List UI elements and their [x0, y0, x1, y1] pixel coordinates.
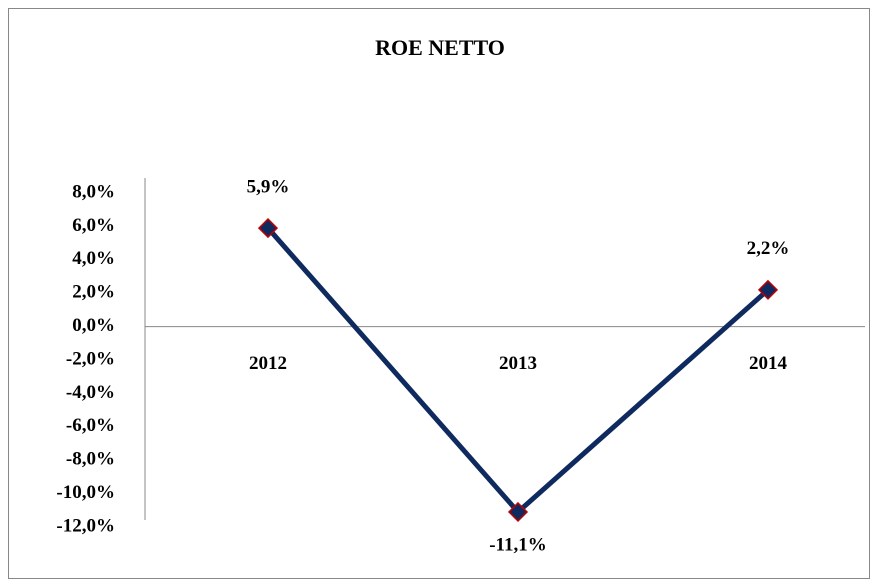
y-tick-label: -4,0%	[66, 382, 115, 403]
y-tick-label: -12,0%	[56, 515, 115, 536]
y-tick-label: 4,0%	[72, 248, 115, 269]
y-tick-label: 2,0%	[72, 282, 115, 303]
y-tick-label: -6,0%	[66, 415, 115, 436]
y-tick-label: 6,0%	[72, 215, 115, 236]
marker	[757, 279, 779, 300]
y-tick-label: -8,0%	[66, 449, 115, 470]
y-tick-label: -10,0%	[56, 482, 115, 503]
x-tick-label: 2012	[249, 353, 287, 374]
data-label: 5,9%	[247, 176, 290, 197]
x-tick-label: 2013	[499, 353, 537, 374]
y-tick-label: -2,0%	[66, 348, 115, 369]
marker	[257, 218, 279, 239]
y-tick-label: 0,0%	[72, 315, 115, 336]
marker	[507, 501, 529, 523]
x-tick-label: 2014	[749, 353, 788, 374]
data-label: -11,1%	[489, 534, 547, 555]
y-tick-label: 8,0%	[72, 181, 115, 202]
data-label: 2,2%	[747, 238, 790, 259]
chart-border	[8, 8, 870, 579]
chart-title: ROE NETTO	[375, 35, 505, 60]
